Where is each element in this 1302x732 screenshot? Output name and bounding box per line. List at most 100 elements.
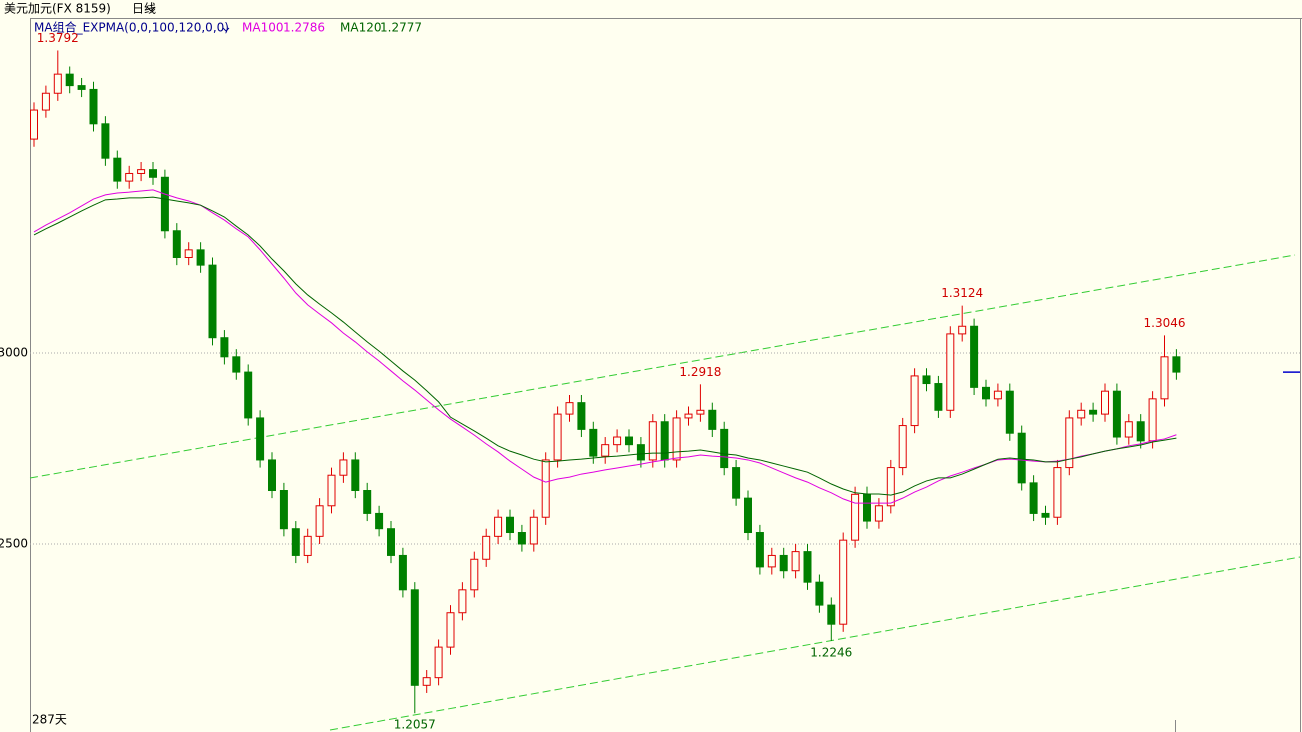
candle-body	[970, 325, 979, 388]
candle-body	[541, 459, 550, 518]
candle-body	[934, 383, 943, 411]
candle-body	[303, 535, 312, 556]
candle-body	[137, 169, 146, 174]
candle-body	[553, 413, 562, 461]
candle-body	[1017, 432, 1026, 484]
indicator-dropdown[interactable]	[222, 27, 230, 32]
candle-body	[815, 581, 824, 606]
candle-body	[648, 421, 657, 461]
candle-body	[898, 425, 907, 469]
candle-body	[1136, 421, 1145, 442]
extreme-label: 1.3046	[1144, 316, 1186, 330]
candle-body	[886, 467, 895, 507]
candle-body	[208, 264, 217, 339]
candle-body	[160, 176, 169, 232]
candle-body	[1053, 467, 1062, 518]
candle-body	[482, 535, 491, 560]
candle-body	[375, 512, 384, 530]
candle-body	[506, 516, 514, 534]
candle-body	[113, 157, 122, 182]
candle-body	[827, 604, 836, 625]
channel-upper	[29, 254, 1296, 479]
extreme-label: 1.3792	[37, 31, 79, 45]
candle-body	[529, 516, 538, 545]
symbol-title[interactable]: 美元加元(FX 8159)	[4, 2, 111, 16]
indicator-name[interactable]: MA组合_EXPMA(0,0,100,120,0,0)	[34, 20, 229, 35]
candle-body	[89, 88, 98, 125]
candle-body	[494, 516, 503, 537]
candle-body	[577, 402, 586, 430]
candle-body	[1172, 356, 1181, 373]
candle-body	[958, 325, 967, 335]
candle-body	[1029, 482, 1038, 514]
candle-body	[732, 467, 741, 499]
candle-body	[601, 444, 610, 457]
candle-body	[410, 589, 419, 686]
candle-body	[613, 436, 622, 446]
candle-body	[268, 459, 276, 492]
extreme-label: 1.2057	[394, 718, 436, 732]
channel-lower	[329, 556, 1301, 731]
candle-body	[184, 249, 193, 258]
candle-body	[1077, 409, 1086, 419]
candle-body	[744, 497, 752, 534]
candle-body	[1041, 512, 1050, 518]
y-tick-label: 2500	[0, 536, 28, 550]
legend-name: MA100	[242, 21, 283, 35]
candle-body	[839, 539, 848, 625]
extreme-label: 1.3124	[941, 286, 983, 300]
legend-value: 1.2777	[380, 21, 422, 35]
candle-body	[755, 532, 764, 568]
candle-body	[946, 333, 955, 411]
candle-body	[351, 459, 360, 492]
candle-body	[315, 505, 324, 537]
candle-body	[589, 428, 598, 457]
candle-body	[720, 428, 729, 469]
candle-body	[387, 528, 395, 556]
dropdown-arrow[interactable]	[146, 6, 156, 12]
candle-body	[1005, 390, 1014, 434]
candle-body	[1112, 390, 1121, 438]
candle-body	[1101, 390, 1109, 415]
candle-body	[672, 417, 681, 461]
candle-body	[910, 375, 919, 427]
candle-body	[696, 409, 705, 415]
candle-body	[1089, 409, 1098, 415]
candle-body	[982, 386, 990, 400]
candle-body	[1124, 421, 1133, 438]
candle-body	[398, 554, 407, 591]
candle-body	[220, 337, 229, 358]
candle-body	[196, 249, 205, 266]
ma-line	[33, 196, 1177, 496]
candle-body	[53, 73, 62, 94]
candle-body	[779, 554, 788, 572]
candle-body	[256, 417, 265, 461]
legend-name: MA120	[340, 21, 381, 35]
candle-body	[517, 532, 526, 545]
candle-body	[339, 459, 348, 476]
period-selector[interactable]: 日线	[132, 2, 156, 16]
candle-body	[565, 402, 574, 415]
candle-body	[874, 505, 883, 522]
extreme-label: 1.2918	[679, 365, 721, 379]
candle-body	[125, 172, 134, 182]
candle-body	[149, 169, 157, 178]
candle-body	[363, 490, 372, 514]
candle-body	[101, 123, 110, 159]
candle-body	[434, 646, 443, 679]
candle-body	[1160, 356, 1169, 400]
candle-body	[803, 551, 812, 583]
y-tick-label: 3000	[0, 345, 28, 359]
candle-body	[41, 92, 50, 111]
candle-body	[446, 612, 455, 648]
candle-body	[1148, 398, 1157, 442]
days-label: 287天	[32, 713, 67, 727]
candle-body	[767, 554, 776, 568]
candle-body	[77, 85, 86, 90]
candle-body	[65, 73, 74, 87]
candle-body	[863, 493, 871, 522]
candle-body	[625, 436, 633, 446]
